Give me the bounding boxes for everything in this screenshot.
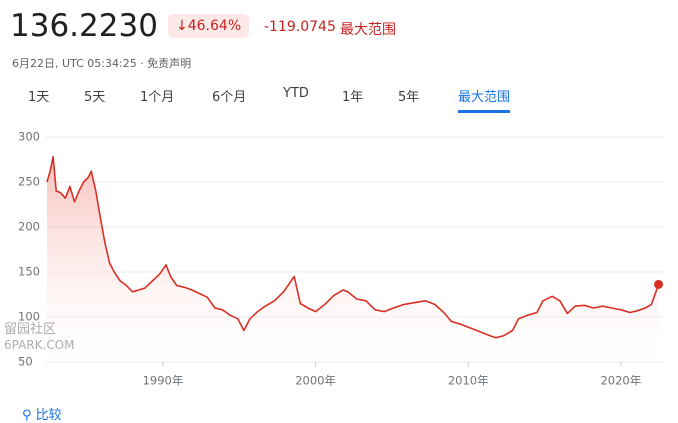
timestamp: 6月22日, UTC 05:34:25 · 免责声明: [12, 57, 192, 70]
y-tick-label: 200: [18, 220, 40, 234]
x-tick-label: 2020年: [600, 374, 641, 388]
price-line: [46, 156, 660, 339]
x-tick-label: 2010年: [448, 374, 489, 388]
change: -119.0745: [264, 19, 336, 35]
range-tab[interactable]: 5年: [398, 90, 420, 105]
compare-button[interactable]: ⚲ 比较: [22, 408, 62, 423]
change-pct: 46.64%: [187, 18, 242, 34]
change-badge: ↓46.64%: [168, 14, 250, 38]
range-tab[interactable]: 1天: [28, 90, 50, 105]
range-label: 最大范围: [340, 22, 396, 38]
last-point: [654, 279, 664, 289]
range-tab[interactable]: 最大范围: [458, 86, 511, 113]
range-tab[interactable]: 5天: [84, 90, 106, 105]
range-tab[interactable]: YTD: [283, 86, 309, 101]
x-tick-label: 2000年: [295, 374, 336, 388]
y-tick-label: 150: [18, 265, 40, 279]
price: 136.2230: [10, 8, 158, 44]
x-tick-label: 1990年: [143, 374, 184, 388]
compare-label: 比较: [35, 408, 62, 423]
y-tick-label: 250: [18, 175, 40, 189]
range-tab[interactable]: 1个月: [140, 90, 175, 105]
y-tick-label: 300: [18, 130, 40, 144]
watermark: 6PARK.COM: [4, 338, 75, 352]
y-tick-label: 100: [18, 310, 40, 324]
watermark-logo: 留园社区: [4, 322, 57, 337]
range-tab[interactable]: 1年: [342, 90, 364, 105]
y-tick-label: 50: [18, 355, 33, 369]
area-fill: [47, 156, 659, 362]
range-tab[interactable]: 6个月: [212, 90, 247, 105]
